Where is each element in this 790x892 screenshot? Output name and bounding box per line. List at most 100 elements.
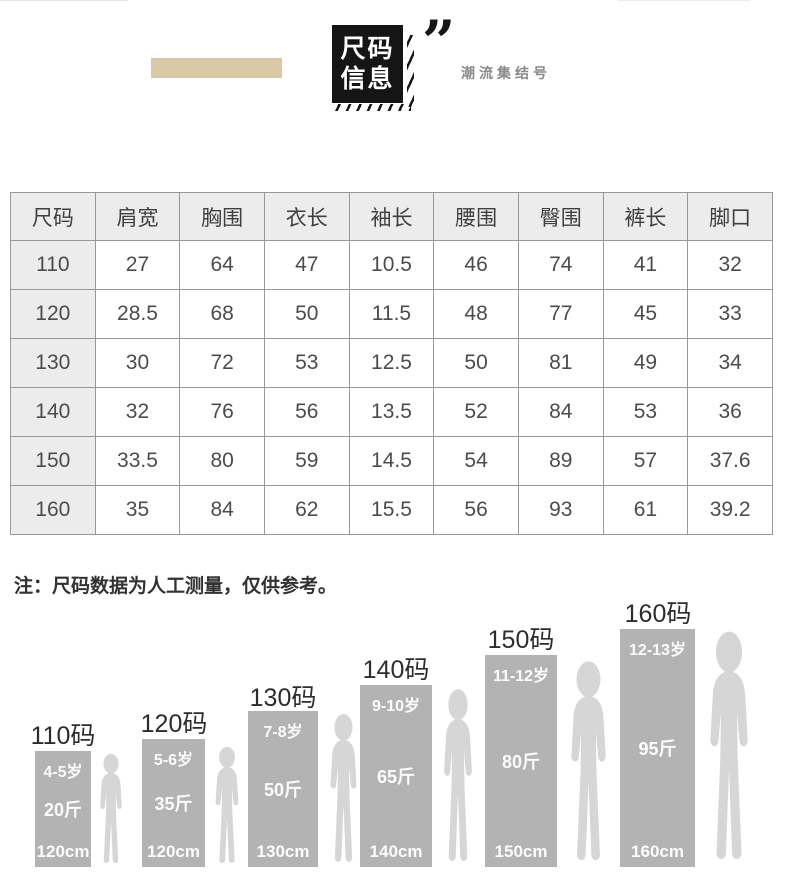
size-table-cell: 27: [94, 240, 181, 290]
size-table-header-cell: 衣长: [263, 192, 350, 241]
dashed-accent-horizontal: [335, 104, 411, 111]
size-table: 尺码 肩宽 胸围 衣长 袖长 腰围 臀围 裤长 脚口 110 27 64 47 …: [10, 192, 773, 535]
weight-label: 80斤: [501, 752, 541, 772]
height-label: 120cm: [147, 842, 200, 861]
size-bar: 12-13岁 95斤 160cm: [620, 629, 695, 867]
size-table-row: 160 35 84 62 15.5 56 93 61 39.2: [10, 485, 773, 535]
weight-label: 50斤: [263, 780, 303, 800]
accent-bar: [151, 58, 282, 78]
weight-label: 95斤: [638, 739, 677, 759]
size-table-cell: 10.5: [348, 240, 435, 290]
height-label: 120cm: [36, 842, 90, 861]
child-silhouette-icon: [698, 630, 760, 867]
size-table-cell: 12.5: [348, 338, 435, 388]
size-table-cell: 93: [517, 485, 604, 535]
size-table-cell: 130: [10, 338, 96, 388]
height-label: 130cm: [256, 842, 310, 861]
size-table-cell: 76: [179, 387, 265, 437]
size-table-cell: 33: [687, 289, 773, 339]
size-table-header-cell: 脚口: [687, 192, 773, 241]
size-table-cell: 36: [687, 387, 773, 437]
size-table-cell: 41: [602, 240, 689, 290]
left-rule: [0, 0, 128, 1]
right-rule: [618, 0, 750, 1]
size-bar-label: 160码: [624, 600, 692, 628]
size-table-cell: 54: [433, 436, 519, 486]
size-table-cell: 160: [10, 485, 96, 535]
age-range-label: 4-5岁: [43, 764, 83, 781]
size-table-row: 130 30 72 53 12.5 50 81 49 34: [10, 338, 773, 388]
height-label: 160cm: [631, 842, 684, 861]
badge-title-line1: 尺码: [340, 35, 395, 63]
size-bar: 7-8岁 50斤 130cm: [248, 711, 318, 867]
quote-mark-icon: ”: [422, 8, 456, 76]
age-range-label: 5-6岁: [153, 752, 194, 769]
child-silhouette-icon: [93, 753, 129, 867]
size-table-cell: 50: [433, 338, 519, 388]
size-table-cell: 52: [433, 387, 519, 437]
size-bar: 5-6岁 35斤 120cm: [142, 739, 205, 867]
size-table-cell: 74: [517, 240, 604, 290]
size-table-row: 120 28.5 68 50 11.5 48 77 45 33: [10, 289, 773, 339]
size-table-row: 150 33.5 80 59 14.5 54 89 57 37.6: [10, 436, 773, 486]
size-table-cell: 72: [179, 338, 265, 388]
size-table-cell: 150: [10, 436, 96, 486]
size-table-cell: 64: [179, 240, 265, 290]
size-table-cell: 80: [179, 436, 265, 486]
size-table-cell: 68: [179, 289, 265, 339]
size-table-cell: 140: [10, 387, 96, 437]
size-table-cell: 57: [602, 436, 689, 486]
size-table-cell: 84: [179, 485, 265, 535]
size-info-badge: 尺码 信息: [332, 25, 403, 103]
badge-title-line2: 信息: [340, 65, 395, 93]
height-label: 150cm: [494, 842, 548, 861]
size-bar: 9-10岁 65斤 140cm: [360, 685, 432, 867]
size-table-row: 140 32 76 56 13.5 52 84 53 36: [10, 387, 773, 437]
size-table-cell: 53: [602, 387, 689, 437]
measurement-note: 注：尺码数据为人工测量，仅供参考。: [14, 576, 338, 597]
size-table-cell: 28.5: [94, 289, 181, 339]
size-table-cell: 35: [94, 485, 181, 535]
size-bar: 4-5岁 20斤 120cm: [35, 751, 91, 867]
age-range-label: 12-13岁: [629, 642, 686, 659]
size-table-cell: 81: [517, 338, 604, 388]
size-table-cell: 15.5: [348, 485, 435, 535]
size-table-cell: 61: [602, 485, 689, 535]
brand-text: 潮流集结号: [461, 65, 551, 81]
age-range-label: 11-12岁: [492, 668, 550, 685]
size-bar-label: 140码: [362, 656, 430, 684]
size-table-row: 110 27 64 47 10.5 46 74 41 32: [10, 240, 773, 290]
size-table-cell: 48: [433, 289, 519, 339]
size-table-cell: 45: [602, 289, 689, 339]
size-table-cell: 37.6: [687, 436, 773, 486]
size-table-cell: 47: [263, 240, 350, 290]
weight-label: 20斤: [43, 800, 83, 820]
size-table-cell: 46: [433, 240, 519, 290]
size-table-cell: 33.5: [94, 436, 181, 486]
size-table-cell: 49: [602, 338, 689, 388]
size-table-header-cell: 臀围: [517, 192, 604, 241]
age-range-label: 7-8岁: [263, 724, 303, 741]
size-table-cell: 59: [263, 436, 350, 486]
size-table-cell: 30: [94, 338, 181, 388]
size-table-cell: 56: [263, 387, 350, 437]
size-table-cell: 62: [263, 485, 350, 535]
size-table-cell: 11.5: [348, 289, 435, 339]
size-bar-label: 130码: [249, 684, 317, 712]
size-table-cell: 53: [263, 338, 350, 388]
size-table-cell: 110: [10, 240, 96, 290]
size-table-header-row: 尺码 肩宽 胸围 衣长 袖长 腰围 臀围 裤长 脚口: [10, 192, 773, 241]
size-table-cell: 50: [263, 289, 350, 339]
size-bar-label: 120码: [140, 710, 208, 738]
size-table-header-cell: 尺码: [10, 192, 96, 241]
weight-label: 65斤: [376, 767, 416, 787]
child-silhouette-icon: [322, 713, 365, 867]
weight-label: 35斤: [154, 794, 193, 814]
child-silhouette-icon: [208, 746, 246, 867]
size-table-cell: 89: [517, 436, 604, 486]
dashed-accent-vertical: [407, 35, 414, 107]
size-table-header-cell: 胸围: [179, 192, 265, 241]
size-table-cell: 56: [433, 485, 519, 535]
age-range-label: 9-10岁: [371, 698, 421, 715]
